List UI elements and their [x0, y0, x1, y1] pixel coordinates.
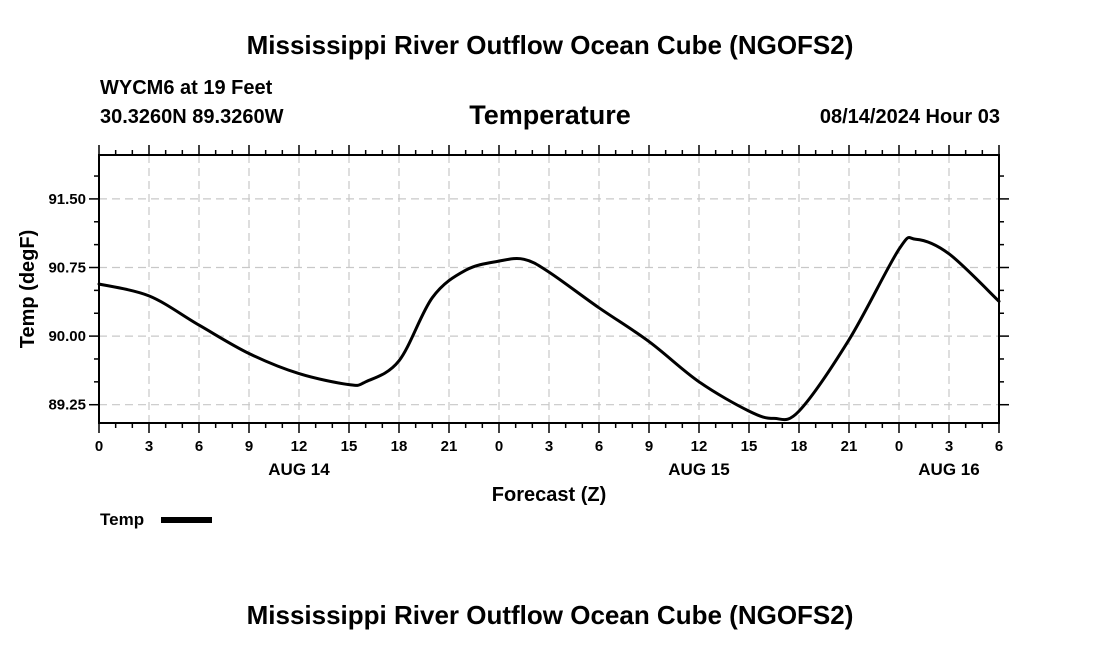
x-tick-label: 3: [145, 438, 153, 455]
day-label: AUG 16: [918, 460, 979, 479]
x-tick-label: 21: [441, 438, 458, 455]
x-tick-label: 12: [691, 438, 708, 455]
x-tick-label: 0: [95, 438, 103, 455]
day-label: AUG 14: [268, 460, 330, 479]
x-tick-label: 9: [245, 438, 253, 455]
x-tick-label: 18: [391, 438, 408, 455]
axes: [89, 145, 1009, 433]
y-tick-label: 90.75: [48, 260, 86, 277]
x-tick-label: 21: [841, 438, 858, 455]
y-tick-label: 89.25: [48, 397, 86, 414]
x-tick-label: 15: [341, 438, 358, 455]
series-layer: [97, 236, 1001, 422]
x-tick-label: 18: [791, 438, 808, 455]
x-tick-label: 3: [945, 438, 953, 455]
x-tick-label: 12: [291, 438, 308, 455]
y-tick-label: 91.50: [48, 191, 86, 208]
x-tick-label: 6: [195, 438, 203, 455]
y-axis-title: Temp (degF): [17, 230, 39, 349]
legend-line-swatch: [161, 517, 212, 523]
station-label: WYCM6 at 19 Feet: [100, 77, 273, 99]
x-tick-label: 15: [741, 438, 758, 455]
x-tick-label: 3: [545, 438, 553, 455]
grid: [99, 155, 999, 423]
forecast-datetime: 08/14/2024 Hour 03: [819, 106, 1000, 128]
chart-subtitle: Temperature: [469, 100, 631, 130]
series-line-temp: [97, 236, 1001, 422]
x-tick-label: 0: [495, 438, 503, 455]
coordinates-label: 30.3260N 89.3260W: [100, 106, 284, 128]
footer-title: Mississippi River Outflow Ocean Cube (NG…: [246, 600, 854, 630]
legend-label: Temp: [100, 510, 145, 529]
day-label: AUG 15: [668, 460, 729, 479]
x-tick-label: 9: [645, 438, 653, 455]
chart-title: Mississippi River Outflow Ocean Cube (NG…: [246, 30, 854, 60]
y-tick-label: 90.00: [48, 328, 86, 345]
x-tick-label: 6: [595, 438, 603, 455]
x-tick-label: 0: [895, 438, 903, 455]
x-tick-label: 6: [995, 438, 1003, 455]
axis-labels: 0 3 6 9 12 15 18 21 0 3 6 9 12 15 18 21 0 3 6 89.25 90.00 90.…: [17, 191, 1003, 506]
x-axis-title: Forecast (Z): [492, 484, 606, 506]
